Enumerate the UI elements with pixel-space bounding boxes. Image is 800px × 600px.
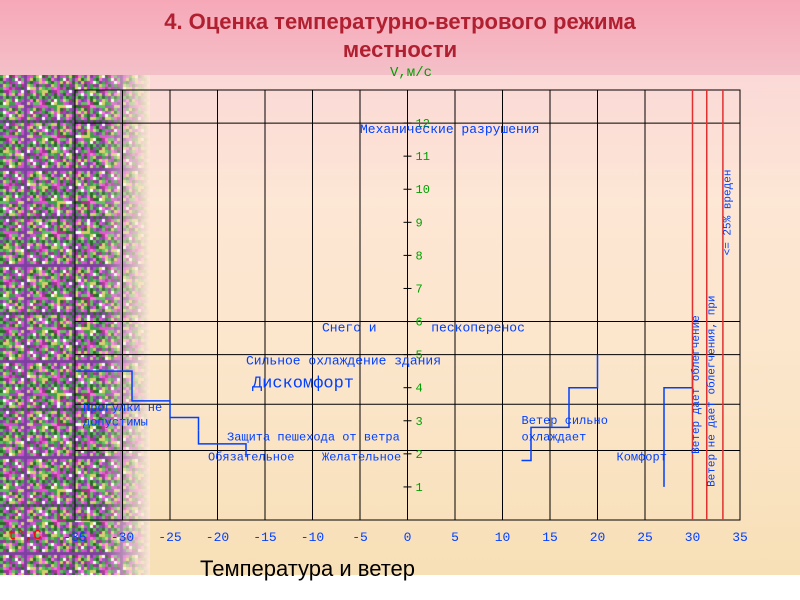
x-tick: 15 <box>542 530 558 545</box>
y-axis-unit: V,м/с <box>390 65 432 81</box>
svg-text:11: 11 <box>416 150 430 164</box>
x-tick: -15 <box>253 530 276 545</box>
svg-text:Комфорт: Комфорт <box>617 450 667 464</box>
svg-text:Сильное охлаждение здания: Сильное охлаждение здания <box>246 354 441 369</box>
x-tick: -5 <box>352 530 368 545</box>
x-tick: 35 <box>732 530 748 545</box>
x-tick: 30 <box>685 530 701 545</box>
svg-text:10: 10 <box>416 183 430 197</box>
x-tick: 25 <box>637 530 653 545</box>
x-axis-unit: t°,C <box>8 528 42 544</box>
svg-text:<= 25% вреден: <= 25% вреден <box>723 170 735 256</box>
svg-text:Механические разрушения: Механические разрушения <box>360 122 539 137</box>
title-bar: 4. Оценка температурно-ветрового режимам… <box>0 0 800 75</box>
x-tick: -30 <box>111 530 134 545</box>
svg-text:допустимы: допустимы <box>83 416 148 430</box>
svg-text:6: 6 <box>416 316 423 330</box>
svg-text:Ветер дает облегчение: Ветер дает облегчение <box>690 315 703 454</box>
x-tick: -20 <box>206 530 229 545</box>
svg-text:Обязательное: Обязательное <box>208 450 294 464</box>
svg-text:4: 4 <box>416 382 423 396</box>
page-title: 4. Оценка температурно-ветрового режимам… <box>0 0 800 64</box>
svg-text:Дискомфорт: Дискомфорт <box>252 375 354 394</box>
svg-text:7: 7 <box>416 282 423 296</box>
svg-text:Желательное: Желательное <box>322 450 401 464</box>
svg-text:Защита пешехода от ветра: Защита пешехода от ветра <box>227 431 400 445</box>
svg-text:пескоперенос: пескоперенос <box>431 320 525 335</box>
x-tick: 20 <box>590 530 606 545</box>
x-axis: -35 -30 -25 -20 -15 -10 -5 0 5 10 15 20 25 30 35 <box>0 530 800 555</box>
svg-text:2: 2 <box>416 448 423 462</box>
x-tick: -35 <box>63 530 86 545</box>
svg-text:Ветер не дает облегчения, при: Ветер не дает облегчения, при <box>705 295 718 486</box>
x-tick: 10 <box>495 530 511 545</box>
x-tick: 0 <box>404 530 412 545</box>
x-tick: -10 <box>301 530 324 545</box>
svg-text:Прогулки не: Прогулки не <box>83 401 162 415</box>
svg-text:Ветер сильно: Ветер сильно <box>522 414 608 428</box>
x-tick: -25 <box>158 530 181 545</box>
svg-text:1: 1 <box>416 481 423 495</box>
svg-text:3: 3 <box>416 415 423 429</box>
x-tick: 5 <box>451 530 459 545</box>
svg-text:8: 8 <box>416 249 423 263</box>
chart-plot: 123456789101112Механические разрушенияСн… <box>60 85 755 525</box>
svg-text:9: 9 <box>416 216 423 230</box>
svg-text:Снего и: Снего и <box>322 320 377 335</box>
caption: Температура и ветер <box>200 556 415 582</box>
